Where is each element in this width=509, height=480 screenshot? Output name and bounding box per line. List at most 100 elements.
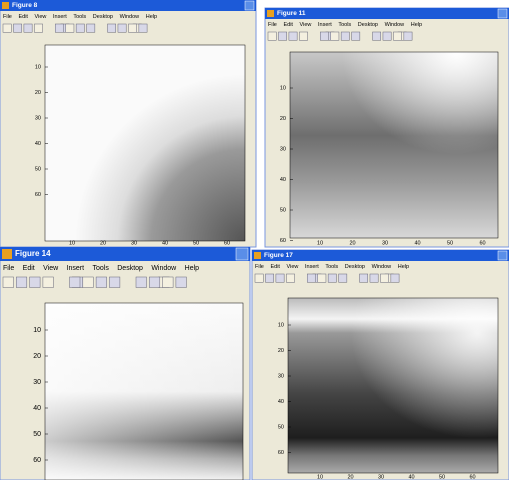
toolbar-button[interactable] bbox=[149, 277, 160, 288]
toolbar-button[interactable] bbox=[383, 32, 391, 40]
close-button[interactable] bbox=[498, 251, 507, 260]
toolbar-button[interactable] bbox=[299, 32, 307, 40]
menu-item[interactable]: Desktop bbox=[117, 265, 143, 272]
figure-icon bbox=[2, 2, 9, 9]
toolbar-button[interactable] bbox=[109, 277, 120, 288]
menu-item[interactable]: Window bbox=[151, 265, 177, 272]
close-button[interactable] bbox=[245, 1, 254, 10]
menu-item[interactable]: Edit bbox=[270, 264, 280, 270]
y-tick-label: 50 bbox=[35, 166, 41, 172]
menu-item[interactable]: Insert bbox=[305, 264, 319, 270]
menu-item[interactable]: Tools bbox=[325, 264, 338, 270]
toolbar-button[interactable] bbox=[163, 277, 174, 288]
toolbar-button[interactable] bbox=[265, 274, 273, 282]
image-plot bbox=[45, 45, 245, 241]
toolbar-button[interactable] bbox=[108, 24, 116, 32]
toolbar-button[interactable] bbox=[3, 277, 14, 288]
toolbar-button[interactable] bbox=[255, 274, 263, 282]
toolbar-button[interactable] bbox=[393, 32, 401, 40]
menu-item[interactable]: Window bbox=[385, 22, 405, 28]
toolbar-button[interactable] bbox=[128, 24, 136, 32]
toolbar-button[interactable] bbox=[76, 24, 84, 32]
toolbar-button[interactable] bbox=[136, 277, 147, 288]
menu-item[interactable]: Help bbox=[185, 265, 200, 272]
toolbar-button[interactable] bbox=[13, 24, 21, 32]
menu-item[interactable]: Insert bbox=[318, 22, 332, 28]
toolbar-button[interactable] bbox=[96, 277, 107, 288]
menu-item[interactable]: Window bbox=[372, 264, 392, 270]
toolbar-button[interactable] bbox=[16, 277, 27, 288]
toolbar-button[interactable] bbox=[118, 24, 126, 32]
image-plot bbox=[45, 303, 243, 480]
toolbar-button[interactable] bbox=[278, 32, 286, 40]
toolbar-button[interactable] bbox=[87, 24, 95, 32]
menu-item[interactable]: Insert bbox=[53, 14, 67, 20]
menu-item[interactable]: View bbox=[35, 14, 47, 20]
toolbar-button[interactable] bbox=[307, 274, 315, 282]
y-tick-label: 40 bbox=[278, 399, 284, 405]
x-tick-label: 60 bbox=[469, 474, 475, 480]
menu-item[interactable]: Desktop bbox=[345, 264, 365, 270]
toolbar-button[interactable] bbox=[328, 274, 336, 282]
y-tick-label: 30 bbox=[33, 379, 41, 386]
menu-item[interactable]: Insert bbox=[67, 265, 85, 272]
toolbar-button[interactable] bbox=[3, 24, 11, 32]
toolbar-button[interactable] bbox=[391, 274, 399, 282]
menu-item[interactable]: Window bbox=[120, 14, 140, 20]
toolbar-button[interactable] bbox=[318, 274, 326, 282]
menu-item[interactable]: Tools bbox=[73, 14, 86, 20]
toolbar-button[interactable] bbox=[331, 32, 339, 40]
menu-item[interactable]: Edit bbox=[23, 265, 35, 272]
toolbar-button[interactable] bbox=[43, 277, 54, 288]
toolbar-button[interactable] bbox=[55, 24, 63, 32]
menu-item[interactable]: View bbox=[287, 264, 299, 270]
window-title: Figure 8 bbox=[12, 2, 38, 9]
x-tick-label: 10 bbox=[317, 240, 323, 246]
menu-item[interactable]: Tools bbox=[338, 22, 351, 28]
menu-item[interactable]: Edit bbox=[18, 14, 28, 20]
toolbar-button[interactable] bbox=[30, 277, 40, 288]
menu-item[interactable]: Help bbox=[411, 22, 422, 28]
close-button[interactable] bbox=[236, 248, 248, 260]
menu-item[interactable]: Tools bbox=[93, 265, 110, 272]
menu-item[interactable]: Edit bbox=[283, 22, 293, 28]
menu-item[interactable]: File bbox=[3, 14, 12, 20]
toolbar-button[interactable] bbox=[289, 32, 297, 40]
toolbar-button[interactable] bbox=[352, 32, 360, 40]
x-tick-label: 40 bbox=[408, 474, 414, 480]
toolbar-button[interactable] bbox=[24, 24, 32, 32]
y-tick-label: 20 bbox=[33, 353, 41, 360]
close-button[interactable] bbox=[498, 9, 507, 18]
y-tick-label: 20 bbox=[278, 348, 284, 354]
toolbar-button[interactable] bbox=[66, 24, 74, 32]
toolbar-button[interactable] bbox=[339, 274, 347, 282]
toolbar-button[interactable] bbox=[139, 24, 147, 32]
toolbar-button[interactable] bbox=[360, 274, 368, 282]
menu-item[interactable]: View bbox=[300, 22, 312, 28]
toolbar-button[interactable] bbox=[268, 32, 276, 40]
toolbar-button[interactable] bbox=[320, 32, 328, 40]
toolbar-button[interactable] bbox=[83, 277, 94, 288]
x-tick-label: 60 bbox=[224, 240, 230, 246]
toolbar-button[interactable] bbox=[286, 274, 294, 282]
x-tick-label: 40 bbox=[414, 240, 420, 246]
menu-item[interactable]: View bbox=[43, 265, 59, 272]
x-tick-label: 50 bbox=[193, 240, 199, 246]
toolbar-button[interactable] bbox=[404, 32, 412, 40]
menu-item[interactable]: Desktop bbox=[358, 22, 378, 28]
menu-item[interactable]: Desktop bbox=[93, 14, 113, 20]
toolbar-button[interactable] bbox=[276, 274, 284, 282]
toolbar-button[interactable] bbox=[341, 32, 349, 40]
y-tick-label: 30 bbox=[280, 146, 286, 152]
toolbar-button[interactable] bbox=[370, 274, 378, 282]
menu-item[interactable]: Help bbox=[146, 14, 157, 20]
menu-item[interactable]: File bbox=[268, 22, 277, 28]
toolbar-button[interactable] bbox=[176, 277, 187, 288]
toolbar-button[interactable] bbox=[34, 24, 42, 32]
menu-item[interactable]: Help bbox=[398, 264, 409, 270]
toolbar-button[interactable] bbox=[373, 32, 381, 40]
toolbar-button[interactable] bbox=[380, 274, 388, 282]
menu-item[interactable]: File bbox=[255, 264, 264, 270]
toolbar-button[interactable] bbox=[70, 277, 81, 288]
menu-item[interactable]: File bbox=[3, 265, 14, 272]
